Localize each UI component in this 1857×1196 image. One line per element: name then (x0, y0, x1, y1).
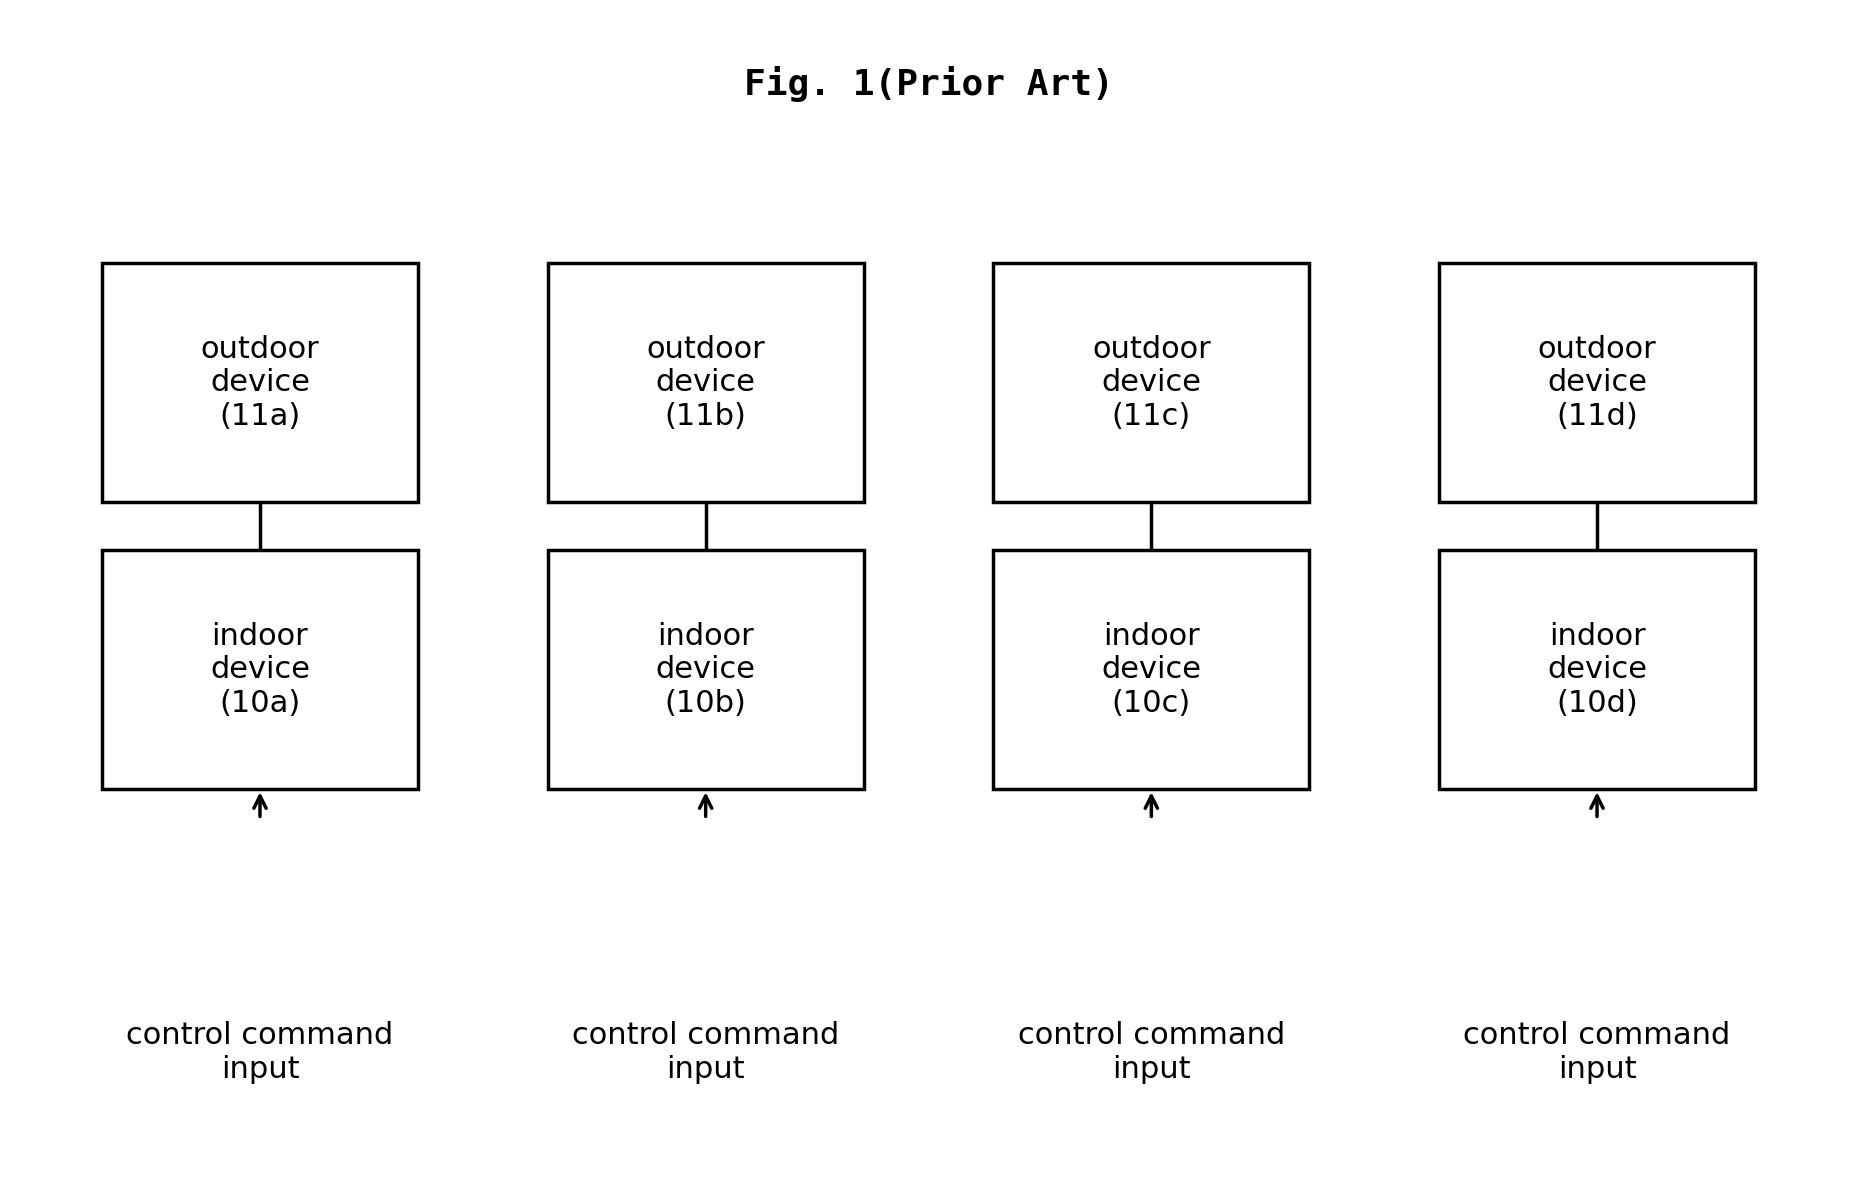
Text: outdoor
device
(11c): outdoor device (11c) (1092, 335, 1211, 431)
FancyBboxPatch shape (548, 263, 864, 502)
Text: indoor
device
(10c): indoor device (10c) (1101, 622, 1201, 718)
Text: indoor
device
(10b): indoor device (10b) (656, 622, 756, 718)
Text: outdoor
device
(11d): outdoor device (11d) (1538, 335, 1656, 431)
FancyBboxPatch shape (1439, 550, 1755, 789)
Text: indoor
device
(10d): indoor device (10d) (1547, 622, 1647, 718)
FancyBboxPatch shape (102, 550, 418, 789)
FancyBboxPatch shape (102, 263, 418, 502)
FancyBboxPatch shape (1439, 263, 1755, 502)
Text: outdoor
device
(11a): outdoor device (11a) (201, 335, 319, 431)
Text: control command
input: control command input (1463, 1021, 1731, 1084)
FancyBboxPatch shape (548, 550, 864, 789)
Text: Fig. 1(Prior Art): Fig. 1(Prior Art) (743, 66, 1114, 102)
FancyBboxPatch shape (993, 263, 1309, 502)
Text: indoor
device
(10a): indoor device (10a) (210, 622, 310, 718)
FancyBboxPatch shape (993, 550, 1309, 789)
Text: outdoor
device
(11b): outdoor device (11b) (646, 335, 765, 431)
Text: control command
input: control command input (126, 1021, 394, 1084)
Text: control command
input: control command input (1018, 1021, 1285, 1084)
Text: control command
input: control command input (572, 1021, 839, 1084)
